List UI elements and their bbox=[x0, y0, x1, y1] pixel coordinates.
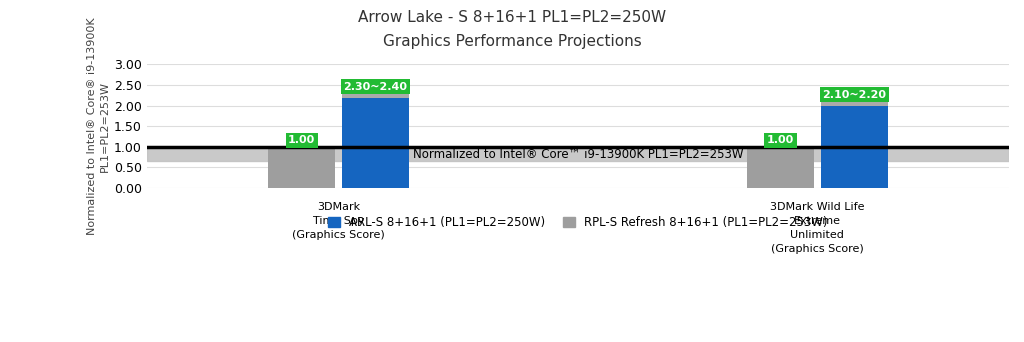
Bar bbox=[342, 93, 409, 188]
Bar bbox=[146, 147, 1009, 161]
Bar bbox=[821, 102, 888, 106]
Bar bbox=[342, 93, 409, 98]
Bar bbox=[268, 147, 335, 188]
Y-axis label: Normalized to Intel® Core® i9-13900K
PL1=PL2=253W: Normalized to Intel® Core® i9-13900K PL1… bbox=[87, 17, 110, 235]
Text: Normalized to Intel® Core™ i9-13900K PL1=PL2=253W: Normalized to Intel® Core™ i9-13900K PL1… bbox=[413, 148, 743, 161]
Bar bbox=[821, 102, 888, 188]
Bar bbox=[748, 147, 814, 188]
Text: 2.30~2.40: 2.30~2.40 bbox=[343, 82, 408, 92]
Legend: ARL-S 8+16+1 (PL1=PL2=250W), RPL-S Refresh 8+16+1 (PL1=PL2=253W): ARL-S 8+16+1 (PL1=PL2=250W), RPL-S Refre… bbox=[324, 212, 833, 234]
Text: Arrow Lake - S 8+16+1 PL1=PL2=250W: Arrow Lake - S 8+16+1 PL1=PL2=250W bbox=[358, 10, 666, 25]
Text: 2.10~2.20: 2.10~2.20 bbox=[822, 90, 887, 100]
Text: Graphics Performance Projections: Graphics Performance Projections bbox=[383, 34, 641, 49]
Text: 1.00: 1.00 bbox=[288, 135, 315, 145]
Text: 1.00: 1.00 bbox=[767, 135, 795, 145]
